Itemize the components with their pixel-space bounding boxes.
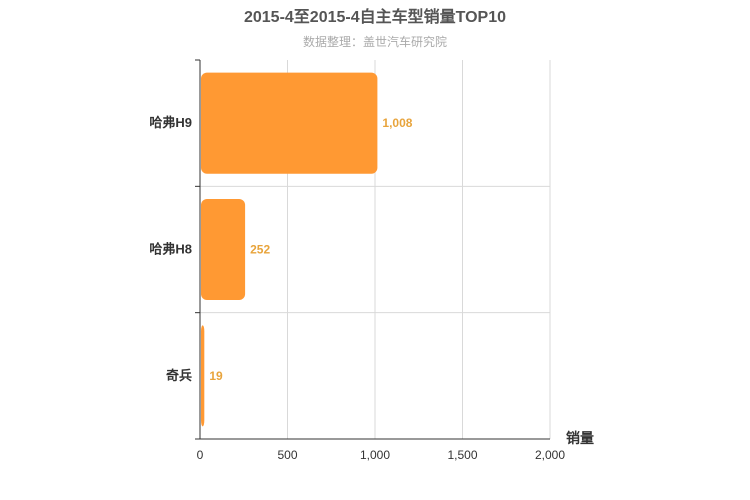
x-axis-title: 销量 [566,430,594,446]
x-tick-label: 1,000 [360,448,390,462]
x-tick-label: 0 [197,448,204,462]
chart-title: 2015-4至2015-4自主车型销量TOP10 [244,7,506,26]
bar [201,198,246,301]
bars: 1,008 252 19 [201,72,413,427]
category-label: 奇兵 [166,368,192,383]
x-tick-label: 500 [277,448,297,462]
bar [201,72,378,174]
chart-subtitle: 数据整理：盖世汽车研究院 [303,34,447,49]
x-tick-label: 1,500 [447,448,477,462]
category-label: 哈弗H8 [149,242,192,257]
category-label: 哈弗H9 [149,115,192,130]
bar [201,325,205,427]
bar-value-label: 252 [250,243,270,257]
bar-value-label: 1,008 [382,116,412,130]
axes: 0 500 1,000 1,500 2,000 哈弗H9 哈弗H8 奇兵 [149,59,565,462]
bar-value-label: 19 [209,369,223,383]
x-tick-label: 2,000 [535,448,565,462]
